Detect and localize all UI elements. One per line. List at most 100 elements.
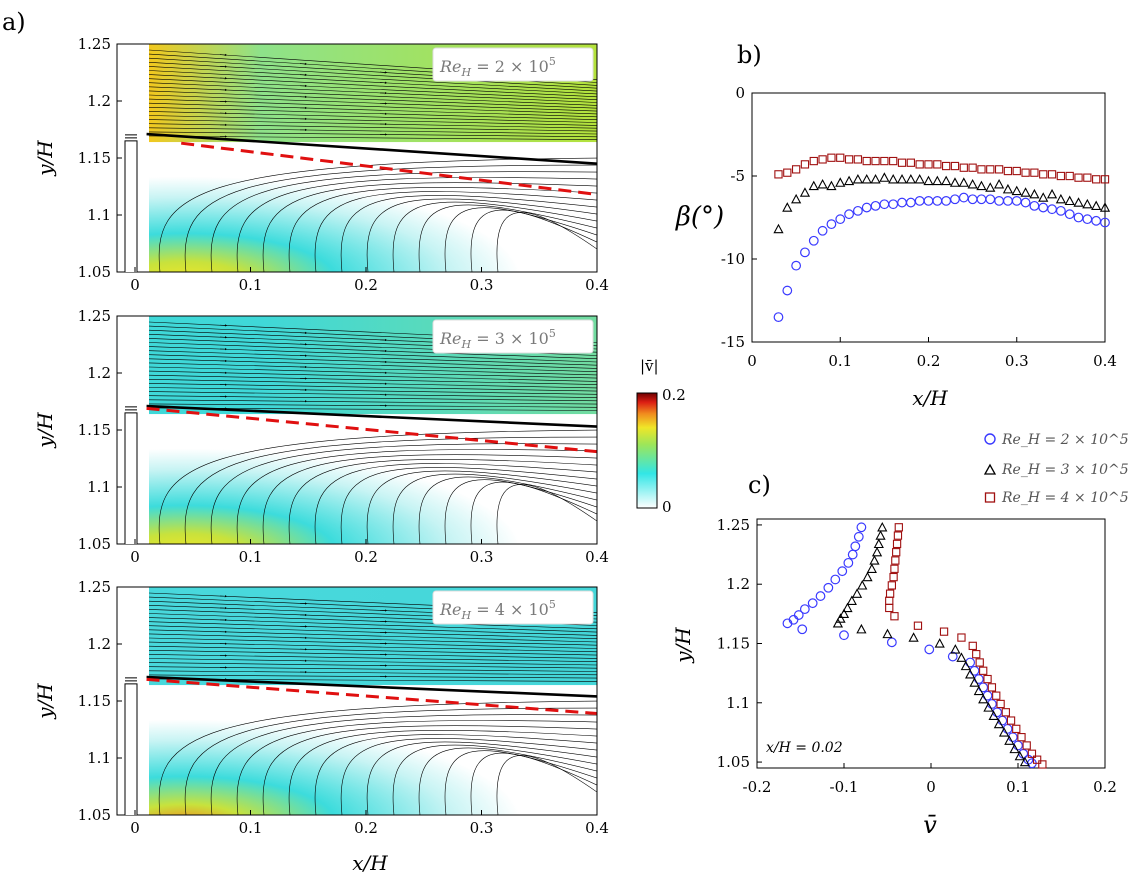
recirculation-streamline <box>184 707 597 815</box>
data-point <box>815 591 826 601</box>
legend-marker-triangle <box>983 463 997 475</box>
recirculation-streamline <box>340 467 597 544</box>
data-point <box>994 165 1004 174</box>
streamline <box>149 342 597 359</box>
y-tick-label: 1.2 <box>726 575 750 593</box>
data-point <box>873 538 884 549</box>
data-point <box>886 637 897 648</box>
y-tick-label: 1.1 <box>87 749 111 767</box>
data-point <box>793 610 804 620</box>
data-point <box>1011 185 1022 196</box>
data-point <box>967 178 978 189</box>
data-point <box>1011 195 1022 206</box>
data-point <box>1082 214 1093 225</box>
x-tick-label: 0.3 <box>1005 352 1029 370</box>
series-square <box>774 153 1110 184</box>
data-point <box>808 180 819 191</box>
streamline <box>149 399 597 405</box>
data-point <box>885 603 894 613</box>
re-subscript: H <box>461 338 472 351</box>
colorbar-label: |v̄| <box>640 357 659 375</box>
y-tick-label: 1.15 <box>78 149 111 167</box>
data-point <box>891 556 900 565</box>
data-point <box>1100 217 1110 228</box>
data-point <box>830 574 841 585</box>
x-tick-label: 0.3 <box>470 819 494 837</box>
data-point <box>835 177 846 187</box>
x-tick-label: 0.1 <box>828 352 852 370</box>
x-tick-label: 0.1 <box>239 276 263 294</box>
y-tick-label: -15 <box>721 333 745 351</box>
data-point <box>851 588 863 598</box>
data-point <box>913 621 923 630</box>
data-point <box>877 521 888 532</box>
re-label-box <box>432 319 594 354</box>
data-point <box>1003 166 1013 176</box>
data-point <box>941 195 952 206</box>
data-point <box>1091 200 1102 211</box>
re-exponent: 5 <box>549 55 556 68</box>
data-point <box>1047 204 1057 215</box>
annotation: x/H = 0.02 <box>766 740 843 756</box>
data-point <box>986 165 995 174</box>
data-point <box>1021 168 1030 177</box>
data-point <box>973 685 984 696</box>
recirculation-streamline <box>184 164 597 272</box>
data-point <box>853 531 864 542</box>
re-symbol: Re <box>439 329 462 348</box>
data-point <box>1017 733 1026 742</box>
data-point <box>844 209 854 220</box>
colorbar: |v̄| 0.2 0 <box>636 357 686 516</box>
x-tick-label: 0 <box>130 819 140 837</box>
re-exponent: 5 <box>549 598 556 611</box>
y-tick-label: 1.1 <box>87 478 111 496</box>
data-point <box>905 173 916 184</box>
data-point <box>809 156 818 166</box>
data-point <box>896 173 908 184</box>
streamline <box>149 625 597 639</box>
data-point <box>852 173 864 184</box>
data-point <box>1022 741 1031 750</box>
recirculation-streamline <box>392 744 597 815</box>
data-point <box>950 194 960 205</box>
data-point <box>885 589 895 598</box>
data-point <box>892 539 902 549</box>
x-tick-label: -0.2 <box>743 778 772 796</box>
x-tick-label: 0.2 <box>354 276 378 294</box>
data-point <box>1083 173 1092 182</box>
y-tick-label: 1.25 <box>78 578 111 596</box>
wall-step <box>124 683 138 815</box>
streamline <box>149 102 597 118</box>
data-point <box>1047 170 1057 179</box>
data-point <box>823 582 834 593</box>
data-point <box>880 156 889 166</box>
data-point <box>869 555 880 565</box>
recirculation-streamline <box>210 443 597 544</box>
data-point <box>1014 750 1025 761</box>
data-point <box>1030 168 1039 177</box>
data-point <box>879 172 890 182</box>
x-tick-label: -0.1 <box>830 778 859 796</box>
x-tick-label: 0.4 <box>585 276 609 294</box>
re-exponent: 5 <box>549 327 556 340</box>
x-tick-label: 0.4 <box>1093 352 1117 370</box>
streamline <box>149 127 597 135</box>
data-point <box>871 156 880 166</box>
data-point <box>983 674 992 684</box>
recirculation-streamline <box>314 463 597 544</box>
recirculation-streamline <box>210 171 597 272</box>
recirculation-streamline <box>262 182 597 272</box>
wall-lip <box>125 406 137 411</box>
shear-layer-solid-line <box>146 404 598 428</box>
data-point <box>853 155 863 164</box>
recirculation-streamline <box>314 191 597 272</box>
data-point <box>1091 215 1102 226</box>
re-label: ReH = 4 × 105 <box>439 598 556 622</box>
streamline <box>149 350 597 366</box>
y-axis-label: y/H <box>671 627 695 664</box>
data-point <box>888 199 899 210</box>
recirculation-streamline <box>236 177 597 272</box>
data-point <box>975 658 984 667</box>
recirculation-streamline <box>236 449 597 544</box>
panel-label-c: c) <box>748 471 771 499</box>
